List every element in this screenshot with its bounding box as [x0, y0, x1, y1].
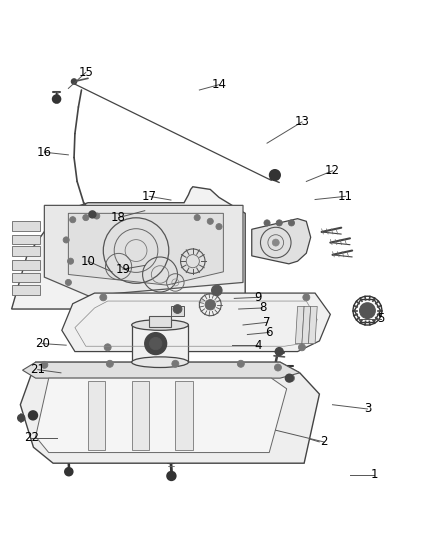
Circle shape	[207, 218, 213, 224]
Polygon shape	[12, 187, 245, 309]
Text: 9: 9	[254, 291, 262, 304]
Circle shape	[216, 223, 222, 230]
Polygon shape	[62, 293, 330, 352]
Circle shape	[172, 360, 179, 367]
Circle shape	[104, 344, 111, 351]
Polygon shape	[175, 381, 193, 450]
Polygon shape	[132, 381, 149, 450]
Polygon shape	[44, 205, 243, 296]
Circle shape	[276, 220, 283, 226]
Bar	[171, 306, 184, 316]
Circle shape	[67, 258, 74, 264]
Circle shape	[18, 415, 25, 422]
Circle shape	[272, 239, 279, 246]
Circle shape	[288, 375, 294, 382]
Bar	[12, 260, 40, 270]
Circle shape	[167, 472, 176, 480]
Circle shape	[65, 279, 71, 286]
Text: 6: 6	[265, 326, 273, 339]
Circle shape	[360, 303, 375, 319]
Bar	[12, 221, 40, 231]
Circle shape	[65, 468, 73, 475]
Bar	[12, 285, 40, 295]
Text: 12: 12	[325, 164, 340, 177]
Ellipse shape	[132, 357, 188, 368]
Circle shape	[212, 285, 222, 296]
Ellipse shape	[132, 320, 188, 330]
Circle shape	[264, 220, 270, 226]
Text: 17: 17	[141, 190, 157, 203]
Circle shape	[106, 360, 113, 367]
Text: 1: 1	[370, 469, 378, 481]
Text: 16: 16	[37, 146, 52, 159]
Polygon shape	[22, 362, 300, 378]
Circle shape	[28, 411, 37, 419]
Bar	[12, 246, 40, 256]
Text: 5: 5	[377, 312, 384, 325]
Text: 3: 3	[364, 402, 371, 415]
Circle shape	[298, 344, 305, 351]
Circle shape	[41, 361, 48, 368]
Bar	[12, 235, 40, 244]
Circle shape	[100, 294, 107, 301]
Circle shape	[276, 348, 283, 356]
Text: 22: 22	[24, 431, 39, 444]
Circle shape	[94, 213, 100, 219]
Text: 14: 14	[212, 78, 226, 91]
Text: 21: 21	[30, 363, 45, 376]
Text: 18: 18	[111, 211, 126, 224]
Polygon shape	[88, 381, 106, 450]
Text: 20: 20	[35, 337, 49, 350]
Circle shape	[237, 360, 244, 367]
Polygon shape	[302, 306, 311, 344]
Text: 13: 13	[294, 116, 309, 128]
Polygon shape	[295, 306, 304, 344]
Bar	[12, 273, 40, 282]
Circle shape	[288, 220, 294, 226]
Polygon shape	[252, 219, 311, 264]
Circle shape	[194, 215, 200, 221]
Circle shape	[89, 211, 96, 218]
Text: 8: 8	[259, 302, 266, 314]
Circle shape	[70, 216, 76, 223]
Circle shape	[83, 215, 89, 221]
Bar	[149, 316, 171, 327]
Text: 10: 10	[81, 255, 95, 268]
Circle shape	[275, 364, 282, 371]
Text: 19: 19	[116, 263, 131, 276]
Circle shape	[173, 305, 182, 313]
Circle shape	[303, 294, 310, 301]
Text: 7: 7	[263, 316, 271, 329]
Circle shape	[63, 237, 69, 243]
Polygon shape	[35, 378, 287, 453]
Polygon shape	[308, 306, 317, 344]
Polygon shape	[132, 325, 188, 362]
Circle shape	[150, 337, 162, 350]
Polygon shape	[20, 362, 319, 463]
Circle shape	[145, 333, 166, 354]
Circle shape	[53, 95, 60, 103]
Circle shape	[286, 374, 293, 382]
Text: 15: 15	[78, 66, 93, 79]
Circle shape	[205, 300, 215, 310]
Text: 11: 11	[338, 190, 353, 203]
Text: 4: 4	[254, 338, 262, 352]
Text: 2: 2	[320, 435, 328, 448]
Circle shape	[71, 79, 77, 84]
Circle shape	[270, 170, 280, 180]
Polygon shape	[68, 213, 223, 285]
